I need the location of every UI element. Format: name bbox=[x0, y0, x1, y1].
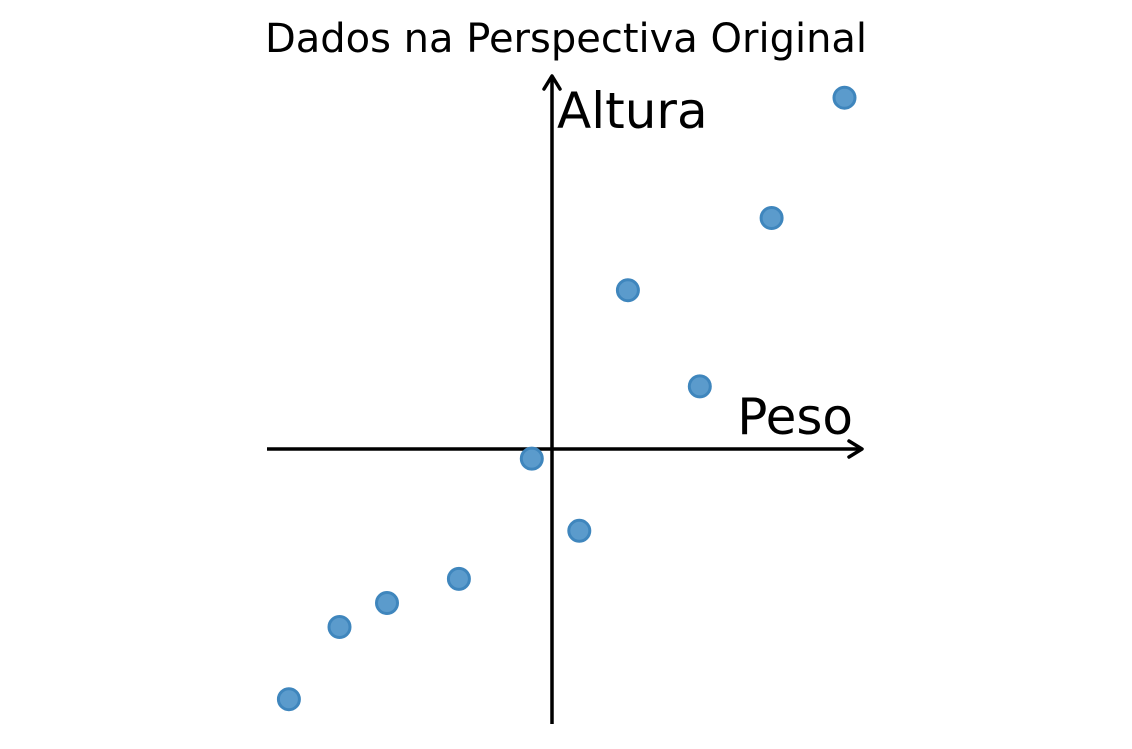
y-axis-label: Altura bbox=[557, 82, 708, 140]
data-point bbox=[446, 566, 471, 591]
scatter-points bbox=[276, 85, 857, 712]
data-point bbox=[759, 206, 784, 230]
y-axis-arrow-icon bbox=[542, 74, 562, 91]
data-point bbox=[276, 687, 301, 712]
x-axis-label: Peso bbox=[737, 388, 853, 446]
data-point bbox=[687, 374, 712, 399]
data-point bbox=[519, 446, 544, 471]
x-axis-arrow-icon bbox=[847, 439, 864, 459]
data-point bbox=[327, 615, 352, 639]
data-point bbox=[567, 518, 592, 543]
data-point bbox=[615, 278, 640, 303]
data-point bbox=[375, 591, 399, 615]
chart-title: Dados na Perspectiva Original bbox=[265, 16, 867, 62]
data-point bbox=[832, 85, 857, 110]
